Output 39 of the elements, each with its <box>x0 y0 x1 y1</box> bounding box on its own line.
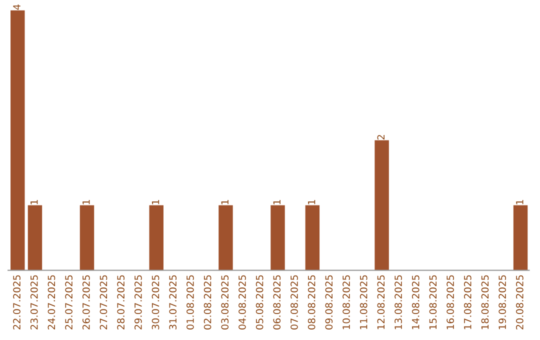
x-tick-label: 17.08.2025 <box>464 275 472 330</box>
x-tick-label: 13.08.2025 <box>394 275 402 330</box>
x-tick-label: 01.08.2025 <box>186 275 194 330</box>
data-label: 2 <box>377 135 384 140</box>
data-label: 1 <box>273 200 280 204</box>
x-tick-label: 05.08.2025 <box>256 275 264 330</box>
data-label: 1 <box>30 200 38 204</box>
data-label: 1 <box>516 200 524 204</box>
x-tick-label: 26.07.2025 <box>82 275 90 330</box>
x-tick-label: 22.07.2025 <box>13 275 20 330</box>
x-tick-label: 18.08.2025 <box>481 275 489 330</box>
x-tick-label: 04.08.2025 <box>238 275 246 330</box>
x-tick-label: 02.08.2025 <box>204 275 212 330</box>
x-tick-label: 10.08.2025 <box>342 275 350 330</box>
x-tick-label: 03.08.2025 <box>221 275 229 330</box>
x-tick-label: 08.08.2025 <box>308 275 316 330</box>
x-tick-label: 24.07.2025 <box>48 275 56 330</box>
x-tick-label: 27.07.2025 <box>100 275 108 330</box>
x-tick-label: 25.07.2025 <box>65 275 72 330</box>
x-tick-label: 15.08.2025 <box>429 275 437 330</box>
x-tick-label: 12.08.2025 <box>377 275 385 330</box>
x-tick-label: 23.07.2025 <box>30 275 38 330</box>
x-tick-label: 20.08.2025 <box>516 275 524 330</box>
x-tick-label: 14.08.2025 <box>412 275 420 330</box>
data-label: 1 <box>221 200 228 204</box>
x-tick-label: 19.08.2025 <box>498 275 506 330</box>
data-label: 1 <box>82 200 90 204</box>
x-tick-label: 07.08.2025 <box>290 275 298 330</box>
data-label: 4 <box>13 4 20 10</box>
x-tick-label: 06.08.2025 <box>273 275 281 330</box>
data-label: 1 <box>308 200 316 204</box>
x-tick-label: 30.07.2025 <box>152 275 160 330</box>
x-tick-label: 09.08.2025 <box>325 275 333 330</box>
x-tick-label: 31.07.2025 <box>169 275 177 330</box>
x-tick-label: 16.08.2025 <box>446 275 454 330</box>
data-label: 1 <box>152 200 160 204</box>
x-tick-label: 29.07.2025 <box>134 275 142 330</box>
x-tick-label: 28.07.2025 <box>117 275 125 330</box>
x-tick-label: 11.08.2025 <box>360 275 368 330</box>
